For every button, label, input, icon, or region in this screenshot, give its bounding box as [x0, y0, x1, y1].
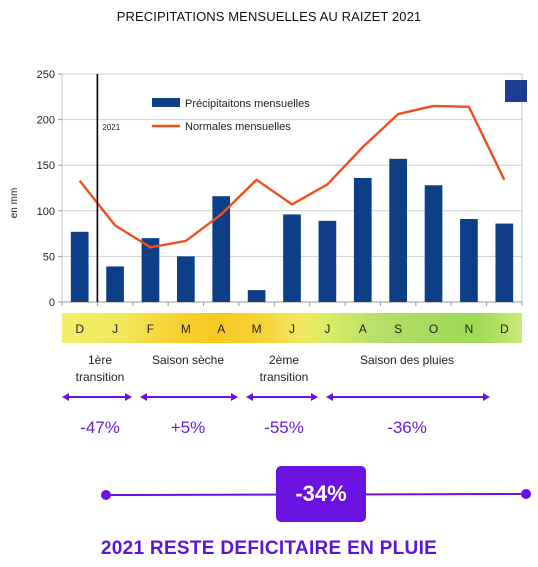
month-label: J: [112, 322, 118, 336]
month-label: A: [359, 322, 367, 336]
season-1-change: -47%: [80, 418, 120, 437]
y-tick-label: 250: [37, 69, 55, 81]
month-label: F: [147, 322, 154, 336]
season-1-label-line-2: transition: [75, 370, 125, 384]
season-3-label-line-1: 2ème: [268, 353, 300, 367]
month-label: J: [324, 322, 330, 336]
y-tick-label: 200: [37, 115, 55, 127]
bar-J: [106, 266, 124, 302]
y-axis-label: en mm: [9, 188, 20, 219]
season-2-label-line-1: Saison sèche: [151, 353, 225, 367]
month-label: D: [75, 322, 84, 336]
month-label: S: [394, 322, 402, 336]
season-3-label: 2ème transition: [244, 352, 324, 386]
bar-M: [177, 256, 195, 302]
y-tick-label: 150: [37, 160, 55, 172]
season-2-label: Saison sèche: [138, 352, 238, 369]
y-tick-label: 50: [43, 251, 55, 263]
total-line-end-dot: [521, 489, 531, 499]
chart-title: PRECIPITATIONS MENSUELLES AU RAIZET 2021: [116, 9, 422, 24]
arrow-head-right: [125, 393, 132, 401]
total-line-start-dot: [101, 490, 111, 500]
season-color-band: [62, 313, 522, 343]
normals-line: [78, 104, 506, 249]
bar-A: [212, 196, 231, 302]
legend-line-label: Normales mensuelles: [185, 121, 291, 133]
legend-bar-label: Précipitaitons mensuelles: [185, 98, 310, 110]
bar-F: [141, 238, 160, 302]
bar-J: [283, 214, 301, 302]
month-label: N: [465, 322, 474, 336]
y-tick-label: 0: [49, 297, 55, 309]
season-3-label-line-2: transition: [259, 370, 309, 384]
year-marker-label: 2021: [102, 123, 120, 132]
month-label: D: [500, 322, 509, 336]
month-label: A: [217, 322, 225, 336]
bar-A: [353, 177, 372, 302]
bar-D: [70, 231, 89, 302]
season-4-change: -36%: [387, 418, 427, 437]
season-1-label: 1ère transition: [62, 352, 138, 386]
month-label: O: [429, 322, 438, 336]
arrow-head-left: [326, 393, 333, 401]
arrow-head-left: [62, 393, 69, 401]
total-change-badge: -34%: [276, 466, 366, 522]
bar-series: [70, 158, 514, 302]
legend: Précipitaitons mensuelles Normales mensu…: [152, 98, 310, 133]
season-4-label-line-1: Saison des pluies: [359, 353, 455, 367]
month-label: M: [181, 322, 191, 336]
season-2-change: +5%: [170, 418, 206, 437]
legend-bar-swatch: [152, 98, 180, 107]
bar-M: [247, 290, 266, 302]
month-label: J: [289, 322, 295, 336]
month-label: M: [252, 322, 262, 336]
bar-S: [389, 158, 407, 302]
bar-D: [495, 223, 514, 302]
season-3-change: -55%: [264, 418, 304, 437]
season-4-label: Saison des pluies: [324, 352, 490, 369]
weather-service-logo: [505, 80, 527, 102]
arrow-head-left: [140, 393, 147, 401]
arrow-head-right: [231, 393, 238, 401]
y-tick-label: 100: [37, 206, 55, 218]
season-1-label-line-1: 1ère: [87, 353, 113, 367]
bar-O: [424, 185, 443, 302]
season-arrows: [62, 393, 490, 401]
arrow-head-right: [483, 393, 490, 401]
bar-N: [460, 219, 478, 302]
bar-J: [318, 220, 337, 302]
arrow-head-right: [311, 393, 318, 401]
arrow-head-left: [246, 393, 253, 401]
conclusion-text: 2021 RESTE DEFICITAIRE EN PLUIE: [100, 538, 438, 559]
